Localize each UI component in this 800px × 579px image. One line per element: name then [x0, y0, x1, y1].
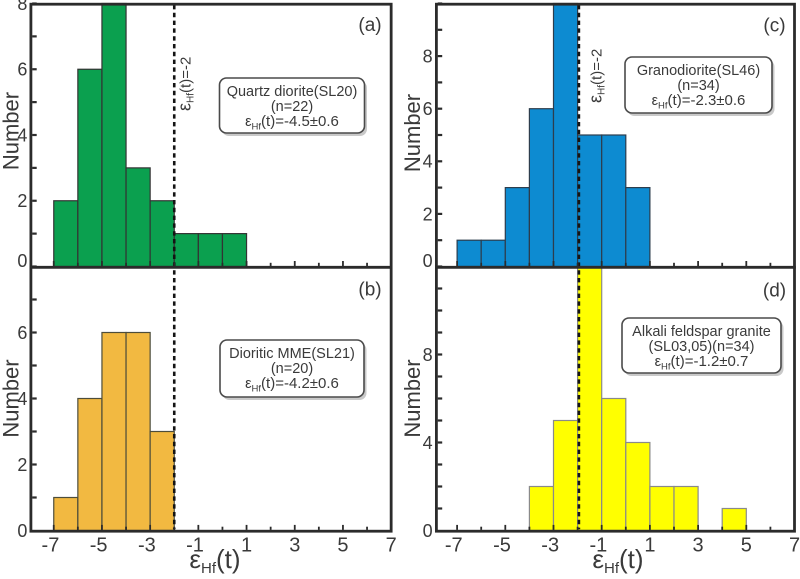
svg-text:(n=34): (n=34): [677, 78, 719, 94]
svg-text:Number: Number: [0, 92, 23, 170]
svg-text:-7: -7: [445, 535, 463, 557]
svg-text:-1: -1: [186, 535, 204, 557]
svg-text:2: 2: [423, 204, 433, 224]
svg-text:(SL03,05)(n=34): (SL03,05)(n=34): [649, 339, 755, 355]
svg-text:Number: Number: [0, 359, 23, 437]
svg-text:4: 4: [17, 389, 27, 409]
svg-text:-5: -5: [90, 535, 108, 557]
svg-text:3: 3: [693, 535, 704, 557]
svg-text:Quartz diorite(SL20): Quartz diorite(SL20): [227, 84, 358, 100]
svg-text:Granodiorite(SL46): Granodiorite(SL46): [637, 63, 760, 79]
svg-text:4: 4: [423, 152, 433, 172]
svg-text:(b): (b): [358, 280, 381, 301]
svg-text:6: 6: [423, 99, 433, 119]
svg-text:5: 5: [337, 535, 348, 557]
svg-text:Number: Number: [400, 359, 425, 437]
svg-text:2: 2: [17, 191, 27, 211]
svg-text:0: 0: [17, 251, 27, 271]
svg-text:(n=20): (n=20): [271, 361, 313, 377]
svg-text:0: 0: [423, 521, 433, 541]
svg-text:-3: -3: [138, 535, 156, 557]
svg-text:-3: -3: [541, 535, 559, 557]
svg-text:(n=22): (n=22): [271, 99, 313, 115]
svg-text:Number: Number: [400, 94, 425, 172]
svg-text:εHf(t)=-4.2±0.6: εHf(t)=-4.2±0.6: [245, 375, 339, 395]
svg-text:4: 4: [17, 125, 27, 145]
svg-text:3: 3: [289, 535, 300, 557]
svg-text:5: 5: [741, 535, 752, 557]
svg-text:1: 1: [241, 535, 252, 557]
svg-text:0: 0: [423, 251, 433, 271]
svg-text:2: 2: [17, 455, 27, 475]
svg-text:8: 8: [423, 345, 433, 365]
svg-text:7: 7: [386, 535, 397, 557]
svg-text:4: 4: [423, 433, 433, 453]
svg-text:6: 6: [17, 323, 27, 343]
svg-text:(d): (d): [763, 281, 786, 302]
svg-text:Alkali feldspar granite: Alkali feldspar granite: [632, 324, 771, 340]
svg-text:7: 7: [789, 535, 800, 557]
svg-text:-5: -5: [493, 535, 511, 557]
svg-text:6: 6: [17, 60, 27, 80]
svg-text:-7: -7: [42, 535, 60, 557]
svg-text:εHf(t)=-4.5±0.6: εHf(t)=-4.5±0.6: [245, 113, 339, 133]
svg-text:Dioritic MME(SL21): Dioritic MME(SL21): [229, 346, 355, 362]
svg-text:1: 1: [644, 535, 655, 557]
svg-text:8: 8: [17, 0, 27, 14]
svg-text:(c): (c): [763, 16, 785, 37]
svg-text:εHf(t)=-2.3±0.6: εHf(t)=-2.3±0.6: [652, 92, 746, 112]
svg-text:εHf(t)=-1.2±0.7: εHf(t)=-1.2±0.7: [655, 353, 749, 373]
svg-text:(a): (a): [358, 15, 381, 36]
svg-text:-1: -1: [590, 535, 608, 557]
svg-text:8: 8: [423, 47, 433, 67]
svg-text:0: 0: [17, 521, 27, 541]
